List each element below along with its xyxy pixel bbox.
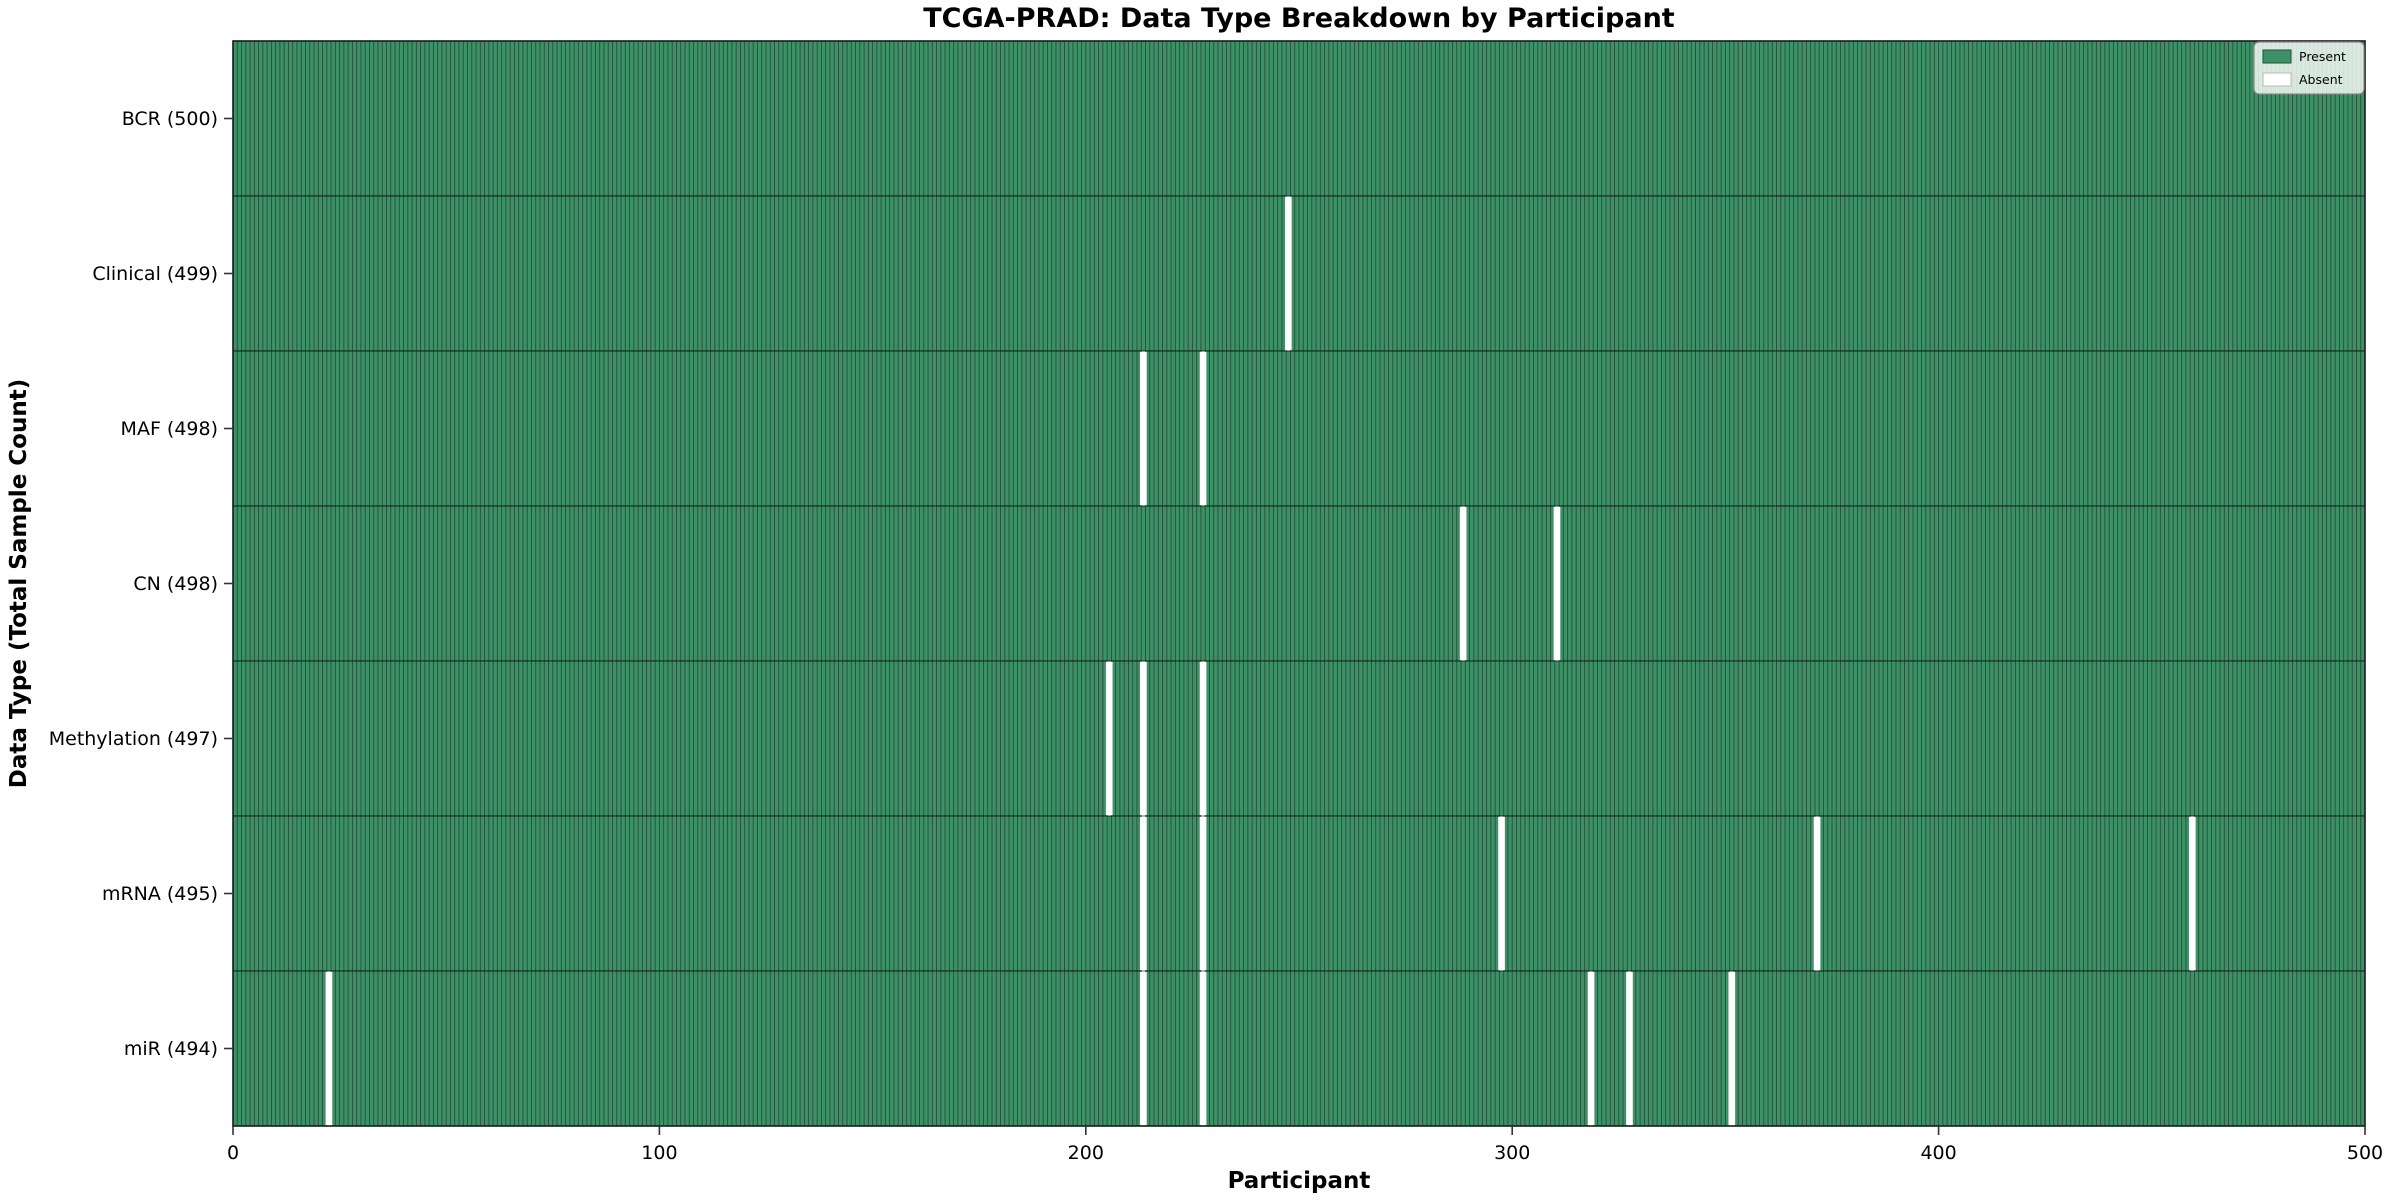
absent-gap-mir-22 [325,971,333,1126]
legend-present-swatch [2262,49,2292,64]
absent-gap-mrna-227 [1199,816,1207,971]
absent-gap-clinical-247 [1285,196,1292,351]
y-tick-label-mrna: mRNA (495) [102,883,218,905]
x-tick-label-500: 500 [2347,1142,2383,1164]
row-cells-clinical [232,195,2366,352]
x-axis-label: Participant [1228,1168,1371,1194]
absent-gap-methylation-213 [1140,661,1147,816]
y-tick-label-maf: MAF (498) [121,418,218,440]
absent-gap-maf-227 [1199,351,1207,506]
x-tick-label-200: 200 [1068,1142,1104,1164]
legend-present-label: Present [2299,49,2346,64]
absent-gap-mrna-459 [2188,816,2196,971]
absent-gaps [325,196,2196,1126]
y-tick-label-cn: CN (498) [133,573,218,595]
absent-gap-methylation-227 [1199,661,1207,816]
absent-gap-mrna-213 [1140,816,1147,971]
x-tick-label-0: 0 [227,1142,239,1164]
absent-gap-mir-227 [1199,971,1207,1126]
absent-gap-maf-213 [1140,351,1147,506]
absent-gap-mir-327 [1626,971,1633,1126]
absent-gap-cn-288 [1459,506,1467,661]
row-separators [233,195,2365,972]
absent-gap-mrna-371 [1813,816,1821,971]
legend-absent-label: Absent [2299,72,2343,87]
y-tick-label-mir: miR (494) [124,1038,218,1060]
absent-gap-mir-213 [1140,971,1147,1126]
x-tick-label-100: 100 [641,1142,677,1164]
x-tick-label-400: 400 [1920,1142,1956,1164]
row-cells-mir [232,970,2366,1127]
row-cells-bcr [232,40,2366,197]
absent-gap-mrna-297 [1498,816,1505,971]
absent-gap-mir-351 [1728,971,1736,1126]
heatmap-cells [232,40,2366,1127]
x-tick-label-300: 300 [1494,1142,1530,1164]
absent-gap-cn-310 [1553,506,1561,661]
y-tick-label-bcr: BCR (500) [122,108,218,130]
absent-gap-mir-318 [1587,971,1595,1126]
chart-title: TCGA-PRAD: Data Type Breakdown by Partic… [923,3,1675,34]
row-cells-mrna [232,815,2366,972]
y-tick-label-clinical: Clinical (499) [92,263,218,285]
y-tick-label-methylation: Methylation (497) [49,728,218,750]
legend-absent-swatch [2262,72,2292,87]
y-axis-ticks: BCR (500) Clinical (499) MAF (498) CN (498)… [49,108,233,1060]
x-axis-ticks: 0 100 200 300 400 500 [227,1126,2383,1164]
row-cells-maf [232,350,2366,507]
legend: Present Absent [2253,41,2365,95]
row-cells-methylation [232,660,2366,817]
row-cells-cn [232,505,2366,662]
absent-gap-methylation-205 [1105,661,1113,816]
y-axis-label: Data Type (Total Sample Count) [6,379,32,788]
